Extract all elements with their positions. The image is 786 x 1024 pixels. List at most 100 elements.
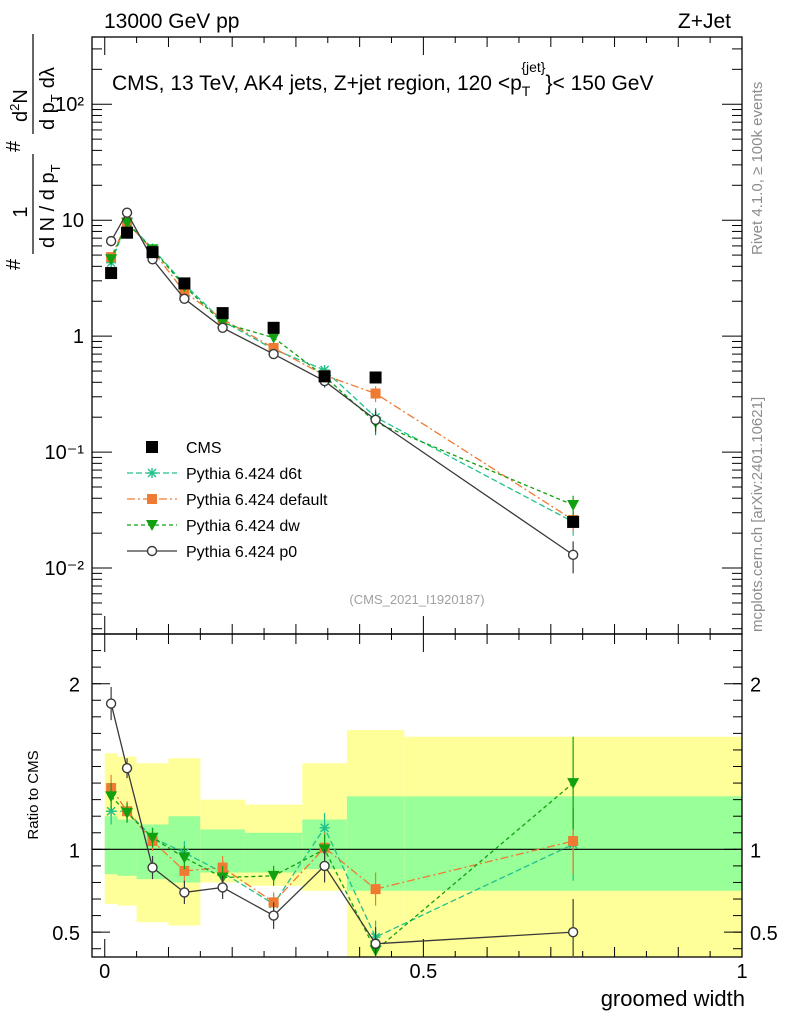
main-title: CMS, 13 TeV, AK4 jets, Z+jet region, 120… <box>112 59 653 99</box>
main-title-sub: T <box>522 83 531 99</box>
ylabel-den: d N / d pT <box>37 164 63 248</box>
ratio-point-default <box>179 865 190 876</box>
ratio-point-default <box>568 836 579 847</box>
ratio-point-p0 <box>179 887 190 898</box>
legend-label-p0: Pythia 6.424 p0 <box>186 544 297 561</box>
ylabel-den-sub: T <box>48 164 63 172</box>
beam-label: 13000 GeV pp <box>104 10 239 33</box>
ratio-point-dw <box>267 870 280 882</box>
mcplots-label: mcplots.cern.ch [arXiv:2401.10621] <box>749 397 766 632</box>
ylabel-num-n: N <box>10 89 32 103</box>
x-tick-label: 0.5 <box>409 961 437 983</box>
ratio-uncertainty-bands <box>104 730 742 957</box>
ratio-point-dw <box>105 791 118 803</box>
ratio-point-p0 <box>121 762 133 774</box>
main-ylabel: # 1 d N / d pT # d2N d pTdλ <box>3 34 63 270</box>
series-line-p0 <box>110 211 574 556</box>
data-point-p0 <box>268 348 279 360</box>
series-line-default <box>110 221 574 521</box>
ratio-y-tick-label-left: 2 <box>69 675 80 697</box>
data-point-cms <box>105 267 118 280</box>
main-y-tick-label: 10 <box>62 210 84 232</box>
data-point-p0 <box>179 293 190 304</box>
ratio-point-default <box>370 884 381 895</box>
ratio-point-p0 <box>147 862 158 873</box>
ratio-point-dw <box>146 832 159 844</box>
main-title-sup: {jet} <box>521 59 545 75</box>
data-point-cms <box>178 277 191 290</box>
data-point-dw <box>267 332 280 344</box>
ylabel-num-d: d <box>10 111 32 122</box>
series-p0 <box>105 207 579 574</box>
ylabel-den2: d pTdλ <box>37 67 63 130</box>
ratio-point-p0 <box>370 938 381 949</box>
legend: CMS Pythia 6.424 d6t Pythia 6.424 default P… <box>127 440 328 561</box>
series-default <box>106 217 579 531</box>
main-y-tick-label: 10⁻² <box>45 558 85 580</box>
data-point-p0 <box>121 207 133 218</box>
ylabel-den2-tail: dλ <box>37 67 59 88</box>
legend-marker-dw <box>146 520 158 531</box>
ratio-point-p0 <box>105 698 117 709</box>
data-point-cms <box>216 307 229 320</box>
series-dw <box>105 217 580 517</box>
inner-band-segment <box>104 816 118 875</box>
analysis-watermark: (CMS_2021_I1920187) <box>349 592 484 607</box>
ylabel-num-sup: 2 <box>7 104 22 111</box>
data-point-default <box>370 388 381 399</box>
data-point-cms <box>121 226 134 239</box>
ratio-y-tick-label-right: 0.5 <box>750 923 778 945</box>
inner-band-segment <box>117 819 137 876</box>
data-point-dw <box>105 254 118 266</box>
ylabel-hash-2: # <box>3 140 25 152</box>
star-stroke <box>147 468 157 478</box>
legend-entry-p0: Pythia 6.424 p0 <box>127 544 297 561</box>
ratio-point-d6t <box>319 822 330 833</box>
legend-entry-dw: Pythia 6.424 dw <box>127 518 300 535</box>
ratio-panel-frame <box>91 633 743 958</box>
legend-label-dw: Pythia 6.424 dw <box>186 518 300 535</box>
data-point-cms <box>369 371 382 384</box>
legend-label-cms: CMS <box>186 440 222 457</box>
legend-entry-default: Pythia 6.424 default <box>127 492 328 509</box>
process-label: Z+Jet <box>678 10 731 33</box>
data-point-p0 <box>370 414 381 425</box>
rivet-label: Rivet 4.1.0, ≥ 100k events <box>749 82 766 255</box>
series-line-d6t <box>110 221 574 523</box>
ratio-point-dw <box>121 807 134 819</box>
ratio-point-p0 <box>567 926 579 938</box>
data-point-cms <box>318 370 331 383</box>
data-point-default <box>268 343 279 354</box>
ylabel-one: 1 <box>10 206 32 217</box>
data-point-p0 <box>567 549 579 561</box>
ratio-y-tick-label-left: 1 <box>69 840 80 862</box>
ratio-y-tick-label-right: 1 <box>750 840 761 862</box>
x-tick-label: 1 <box>736 961 747 983</box>
main-y-tick-label: 1 <box>73 326 84 348</box>
legend-marker-default <box>147 494 157 504</box>
ratio-series-p0 <box>105 687 579 956</box>
data-point-cms <box>146 246 159 259</box>
series-d6t <box>106 217 579 536</box>
x-tick-label: 0 <box>99 961 110 983</box>
ylabel-den-text: d N / d p <box>37 172 59 248</box>
data-point-p0 <box>105 235 117 247</box>
data-point-cms <box>567 515 580 528</box>
main-title-suffix: }< 150 GeV <box>545 72 653 95</box>
main-panel-ticks: 10⁻² 10⁻¹ 1 10 10² <box>45 37 743 634</box>
ratio-point-p0 <box>217 882 228 893</box>
ratio-point-dw <box>178 852 191 864</box>
star-stroke <box>320 823 330 833</box>
ylabel-num-big: d2N <box>7 89 32 122</box>
series-line-dw <box>110 221 574 506</box>
data-point-dw <box>567 499 580 511</box>
ylabel-den2-text: d p <box>37 102 59 130</box>
ylabel-hash-1: # <box>3 258 25 270</box>
star-stroke <box>106 806 116 816</box>
legend-marker-d6t <box>147 468 157 478</box>
series-cms <box>105 226 580 528</box>
ratio-point-dw <box>567 778 580 790</box>
ratio-ylabel: Ratio to CMS <box>25 750 42 839</box>
data-point-p0 <box>217 322 228 334</box>
